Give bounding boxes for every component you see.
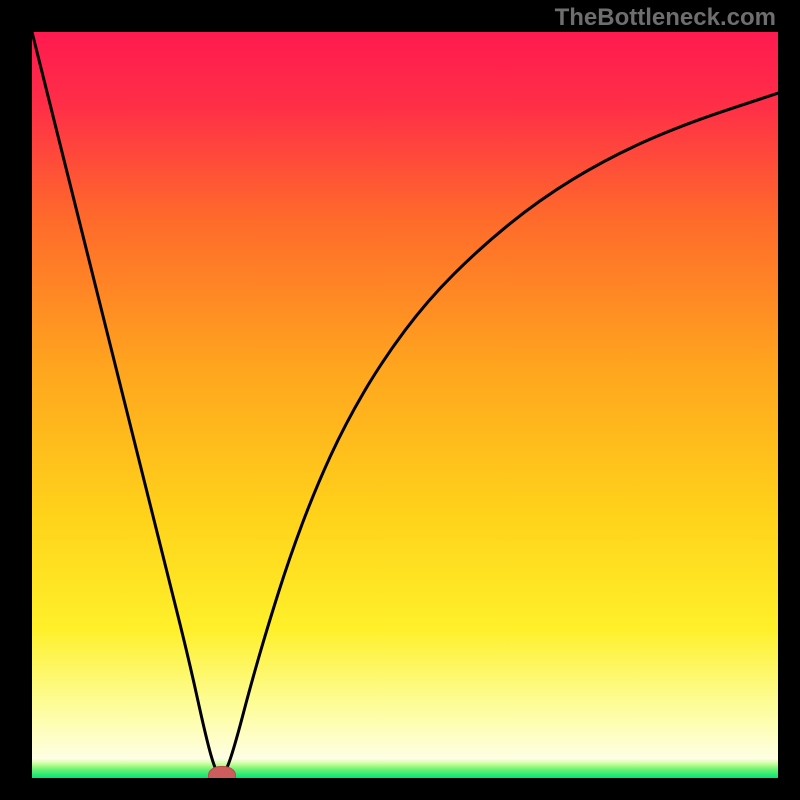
watermark-text: TheBottleneck.com — [555, 4, 776, 32]
bottleneck-curve — [32, 32, 778, 775]
chart-frame: TheBottleneck.com — [0, 0, 800, 800]
optimum-marker — [208, 766, 236, 778]
curve-svg — [32, 32, 778, 778]
frame-border-left — [0, 0, 32, 800]
frame-border-right — [778, 0, 800, 800]
plot-area — [32, 32, 778, 778]
frame-border-bottom — [0, 778, 800, 800]
